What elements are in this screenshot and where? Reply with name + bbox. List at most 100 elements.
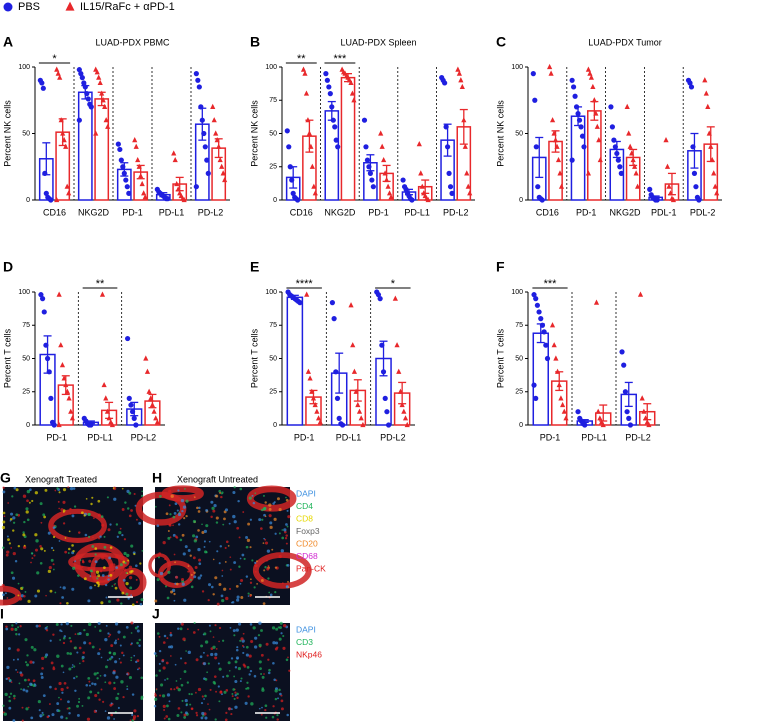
data-point [55,70,61,76]
cell [155,688,158,690]
cell [209,630,212,633]
cell [265,642,269,646]
data-point [396,368,402,374]
cell [71,666,74,669]
cell [212,558,215,561]
data-point [693,184,699,190]
cell [60,508,64,512]
data-point [41,309,47,315]
cell [128,491,132,495]
cell [51,713,55,717]
cell [126,572,129,574]
cell [98,698,101,701]
cell [2,511,6,515]
data-point [125,335,131,342]
cell [208,624,211,627]
cell [288,669,291,672]
cell [125,626,129,629]
cell [189,578,193,581]
cell [74,560,77,563]
cell [2,593,5,597]
cell [180,577,185,582]
channel-label: CD3 [296,637,313,647]
cell [27,678,31,682]
cell [17,582,20,585]
cell [30,716,34,720]
cell [193,575,197,579]
cell [15,668,18,671]
cell [249,622,253,626]
cell [9,519,12,522]
cell [13,694,16,698]
cell [81,704,84,707]
data-point [712,183,718,189]
cell [198,558,202,562]
channel-label: CD8 [296,513,313,523]
cell [87,676,91,680]
data-point [350,342,356,348]
cell [25,707,29,711]
cell [189,554,192,557]
cell [73,505,77,508]
cell [12,551,16,556]
cell [44,488,48,492]
cell [267,564,270,567]
cell [48,565,52,570]
cell [16,648,20,652]
data-point [666,183,672,189]
cell [20,688,23,691]
cell [281,536,285,540]
cell [181,699,184,702]
data-point [309,163,315,169]
cell [87,567,91,571]
cell [99,674,102,677]
data-point [58,342,64,348]
data-point [315,415,322,421]
cell [221,492,223,495]
cell [8,699,12,703]
cell [183,716,187,719]
data-point [384,409,390,415]
cell [109,563,114,567]
cell [211,506,215,511]
cell [2,704,5,707]
data-point [68,408,74,414]
cell [282,634,285,638]
data-point [370,184,376,190]
cell [184,545,188,549]
cell [166,704,169,708]
cell [282,582,284,584]
data-point [211,117,217,123]
data-point [358,415,364,421]
data-point [333,137,339,143]
cell [219,491,222,494]
cell [205,508,209,512]
cell [62,511,65,513]
cell [266,559,268,562]
cell [173,511,177,515]
cell [238,622,242,626]
cell [117,692,120,696]
cell [154,692,157,695]
data-point [286,144,292,150]
cell [236,526,240,530]
data-point [220,170,226,176]
significance-label: *** [333,53,347,65]
tissue-region [252,552,312,589]
cell [59,602,62,605]
cell [61,596,65,599]
cell [102,700,105,703]
cell [108,635,110,638]
cell [56,487,59,490]
cell [95,709,98,712]
cell [287,656,289,659]
cell [230,708,233,710]
cell [115,675,119,679]
cell [56,654,60,658]
data-point [351,97,357,103]
data-point [193,184,199,190]
cell [184,661,187,665]
cell [195,535,199,539]
cell [192,519,197,524]
cell [14,627,18,632]
